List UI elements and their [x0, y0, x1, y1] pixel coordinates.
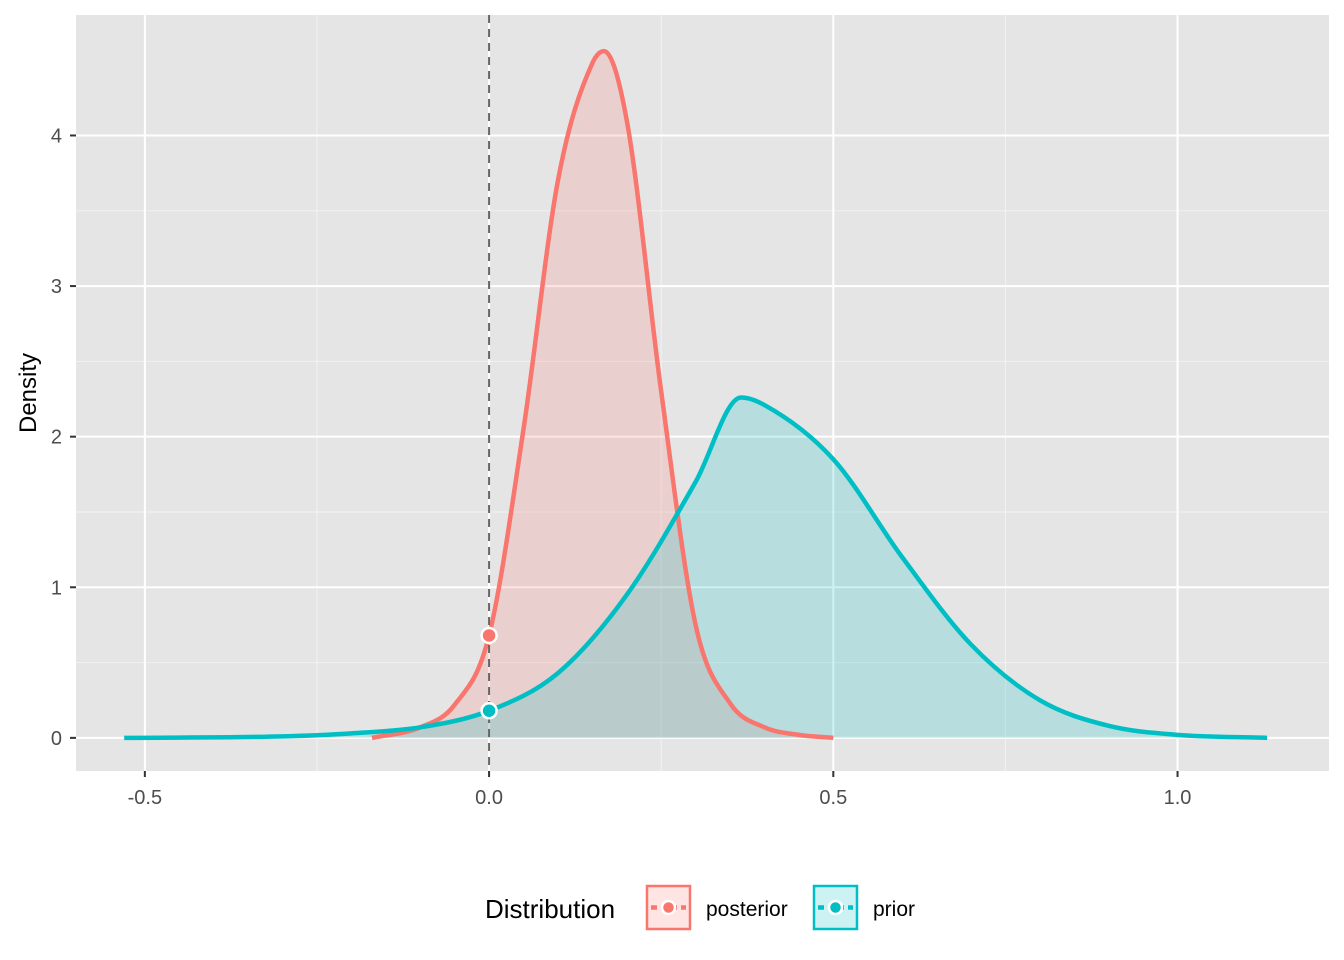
y-axis-title: Density: [15, 353, 42, 433]
legend: Distribution posterior prior: [485, 884, 915, 931]
y-axis: 0 1 2 3 4: [51, 125, 76, 750]
y-tick-label: 4: [51, 125, 62, 147]
legend-key-point: [660, 899, 677, 916]
legend-title: Distribution: [485, 894, 615, 924]
y-tick-label: 2: [51, 427, 62, 449]
density-areas: [124, 51, 1268, 738]
y-tick-label: 3: [51, 276, 62, 298]
zero-points: [480, 626, 498, 720]
x-tick-label: 0.5: [819, 787, 847, 809]
legend-label-posterior: posterior: [706, 898, 788, 921]
legend-key-point: [827, 899, 844, 916]
legend-label-prior: prior: [873, 898, 915, 921]
x-tick-label: 1.0: [1164, 787, 1192, 809]
legend-item-posterior: posterior: [645, 884, 788, 931]
x-tick-label: 0.0: [475, 787, 503, 809]
prior-area: [124, 397, 1268, 738]
prior-curve: [124, 395, 1268, 741]
y-tick-label: 1: [51, 577, 62, 599]
legend-item-prior: prior: [812, 884, 915, 931]
posterior-area: [372, 51, 834, 738]
x-tick-label: -0.5: [128, 787, 162, 809]
x-axis: -0.5 0.0 0.5 1.0: [128, 771, 1192, 809]
legend-items: posterior prior: [645, 884, 915, 931]
y-tick-label: 0: [51, 728, 62, 750]
posterior-zero-point: [480, 626, 498, 645]
prior-zero-point: [480, 702, 498, 720]
